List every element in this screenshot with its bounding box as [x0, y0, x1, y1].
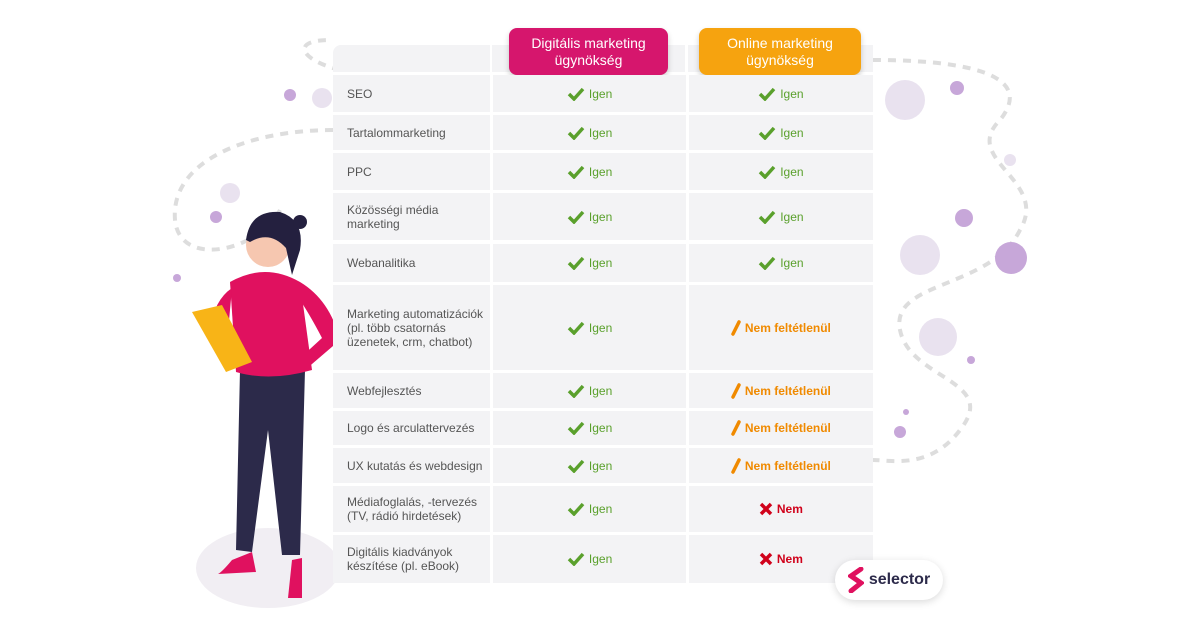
cell-text: Igen	[588, 421, 613, 435]
cell-text: Nem feltétlenül	[744, 383, 831, 398]
header-cell	[333, 45, 490, 72]
cell-text: Igen	[780, 209, 804, 224]
cell-text: Nem feltétlenül	[744, 421, 831, 435]
person	[192, 211, 340, 608]
cell-text: Igen	[588, 458, 613, 473]
row-label: Médiafoglalás, -tervezés (TV, rádió hird…	[333, 486, 491, 532]
slash-icon	[731, 420, 741, 436]
cell-text: Igen	[588, 125, 613, 140]
cell: Igen	[688, 153, 874, 190]
cell: Nem feltétlenül	[688, 373, 874, 408]
logo-icon	[847, 567, 864, 593]
cell: Igen	[493, 411, 686, 445]
cell: Igen	[688, 115, 874, 150]
cell: Igen	[493, 244, 686, 282]
check-icon	[567, 210, 585, 224]
check-icon	[758, 256, 776, 270]
cross-icon	[759, 502, 773, 516]
slash-icon	[731, 382, 741, 399]
table-row: SEO Igen Igen	[333, 75, 874, 112]
check-icon	[567, 502, 585, 516]
row-label: Tartalommarketing	[333, 115, 491, 150]
cell: Igen	[493, 448, 686, 483]
check-icon	[567, 459, 585, 473]
cell: Igen	[688, 75, 874, 112]
table-row: Logo és arculattervezés Igen Nem feltétlen…	[333, 411, 874, 445]
cell-text: Igen	[588, 320, 613, 335]
table-row: Digitális kiadványok készítése (pl. eBoo…	[333, 535, 874, 583]
dots	[220, 80, 1016, 356]
cell: Igen	[493, 193, 686, 240]
table-row: Tartalommarketing Igen Igen	[333, 115, 874, 150]
check-icon	[758, 87, 776, 101]
cell: Nem feltétlenül	[688, 285, 874, 370]
row-label: PPC	[333, 153, 491, 190]
logo: selector	[835, 560, 943, 600]
cell: Igen	[493, 285, 686, 370]
check-icon	[567, 126, 585, 140]
cell: Igen	[493, 535, 686, 583]
check-icon	[567, 321, 585, 335]
cell-text: Igen	[780, 256, 804, 270]
slash-icon	[731, 319, 741, 336]
check-icon	[758, 165, 776, 179]
check-icon	[758, 126, 776, 140]
row-label: Marketing automatizációk (pl. több csato…	[333, 285, 491, 370]
check-icon	[567, 256, 585, 270]
table-row: UX kutatás és webdesign Igen Nem feltétlen…	[333, 448, 874, 483]
row-label: Logo és arculattervezés	[333, 411, 491, 445]
cell-text: Igen	[780, 164, 804, 179]
table-row: Marketing automatizációk (pl. több csato…	[333, 285, 874, 370]
cell-text: Igen	[588, 552, 613, 566]
cell-text: Nem feltétlenül	[744, 458, 831, 473]
table-row: PPC Igen Igen	[333, 153, 874, 190]
cell: Igen	[493, 373, 686, 408]
cell-text: Igen	[588, 383, 613, 398]
cell: Nem feltétlenül	[688, 411, 874, 445]
cross-icon	[759, 552, 773, 566]
row-label: UX kutatás és webdesign	[333, 448, 491, 483]
logo-text: selector	[868, 571, 931, 588]
cell-text: Igen	[588, 164, 613, 179]
dotted-path	[172, 38, 1029, 464]
cell-text: Igen	[588, 209, 613, 224]
check-icon	[567, 421, 585, 435]
cell: Igen	[493, 75, 686, 112]
cell-text: Igen	[588, 502, 613, 516]
row-label: Digitális kiadványok készítése (pl. eBoo…	[333, 535, 491, 583]
check-icon	[567, 87, 585, 101]
cell-text: Nem	[776, 502, 803, 516]
check-icon	[758, 210, 776, 224]
cell: Igen	[493, 153, 686, 190]
cell: Igen	[493, 486, 686, 532]
check-icon	[567, 384, 585, 398]
cell-text: Nem feltétlenül	[744, 320, 831, 335]
cell: Igen	[688, 244, 874, 282]
cell-text: Igen	[780, 86, 804, 101]
dots	[173, 81, 1027, 438]
table-row: Webanalitika Igen Igen	[333, 244, 874, 282]
cell-text: Igen	[588, 86, 613, 101]
cell: Nem feltétlenül	[688, 448, 874, 483]
cell: Nem	[688, 486, 874, 532]
column-header: Online marketing ügynökség	[699, 28, 861, 75]
cell: Igen	[493, 115, 686, 150]
table-row: Közösségi média marketing Igen Igen	[333, 193, 874, 240]
cell-text: Igen	[588, 256, 613, 270]
check-icon	[567, 552, 585, 566]
row-label: Közösségi média marketing	[333, 193, 491, 240]
table-row: Webfejlesztés Igen Nem feltétlenül	[333, 373, 874, 408]
cell-text: Nem	[776, 552, 803, 566]
cell-text: Igen	[780, 125, 804, 140]
column-header: Digitális marketing ügynökség	[509, 28, 668, 75]
check-icon	[567, 165, 585, 179]
row-label: SEO	[333, 75, 491, 112]
cell: Igen	[688, 193, 874, 240]
slash-icon	[731, 457, 741, 474]
row-label: Webfejlesztés	[333, 373, 491, 408]
row-label: Webanalitika	[333, 244, 491, 282]
table-row: Médiafoglalás, -tervezés (TV, rádió hird…	[333, 486, 874, 532]
